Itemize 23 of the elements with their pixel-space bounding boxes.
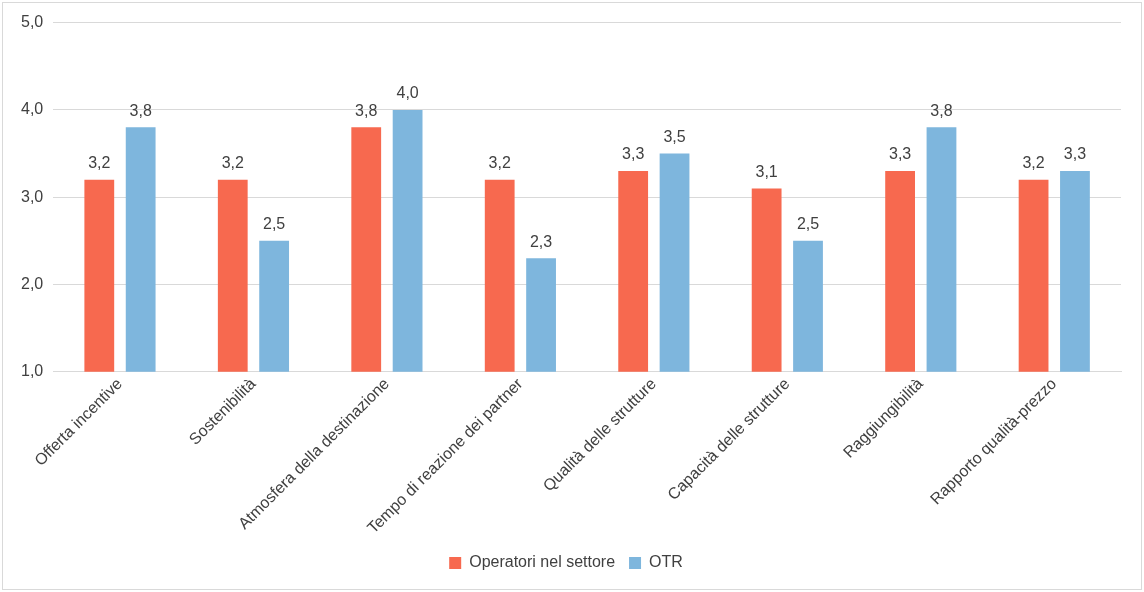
data-label: 3,2 — [1022, 154, 1045, 172]
legend-label: Operatori nel settore — [469, 553, 616, 571]
data-label: 3,5 — [663, 127, 686, 145]
data-label: 2,3 — [529, 232, 553, 250]
data-label: 3,3 — [888, 145, 912, 163]
data-label: 2,5 — [796, 215, 820, 233]
data-label: 3,2 — [88, 154, 111, 172]
data-label: 3,8 — [355, 101, 378, 119]
data-label: 3,3 — [622, 145, 645, 163]
y-tick-label: 2,0 — [20, 274, 44, 292]
data-label: 3,8 — [129, 101, 152, 119]
y-tick-label: 1,0 — [20, 362, 44, 380]
data-label: 3,3 — [1063, 145, 1087, 163]
data-label: 3,8 — [930, 101, 953, 119]
data-label: 2,5 — [263, 215, 286, 233]
data-label: 4,0 — [396, 84, 419, 102]
data-label: 3,2 — [488, 154, 511, 172]
legend-label: OTR — [649, 553, 683, 571]
y-tick-label: 3,0 — [20, 187, 44, 205]
data-label: 3,1 — [755, 162, 778, 180]
data-label: 3,2 — [221, 154, 244, 172]
y-tick-label: 5,0 — [20, 13, 44, 31]
y-tick-label: 4,0 — [20, 100, 44, 118]
